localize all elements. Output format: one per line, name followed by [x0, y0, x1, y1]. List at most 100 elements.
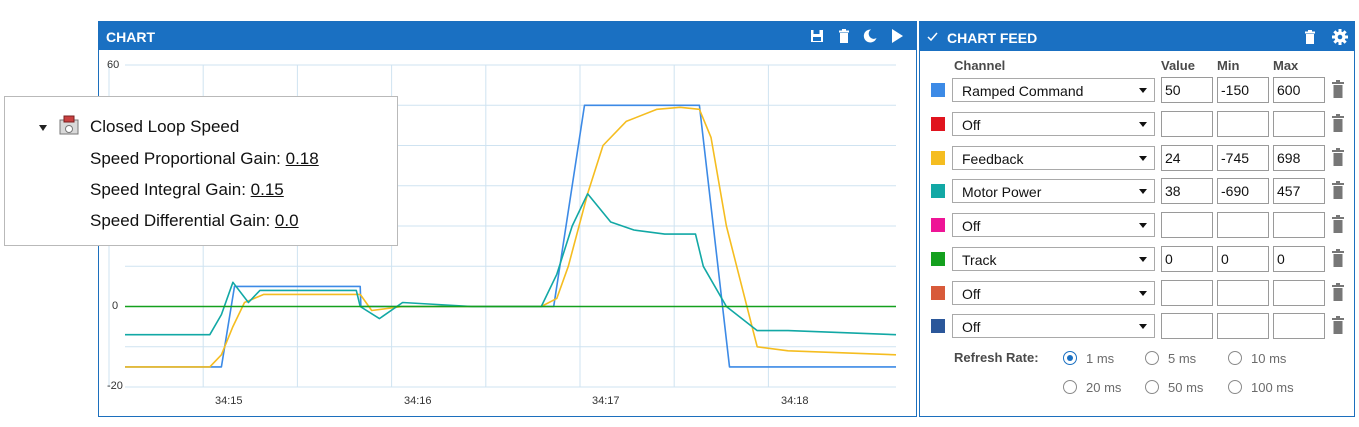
max-field[interactable] [1273, 313, 1325, 339]
channel-select[interactable]: Off [952, 314, 1155, 338]
max-field[interactable]: 457 [1273, 178, 1325, 204]
min-field[interactable]: 0 [1217, 246, 1269, 272]
gear-icon[interactable] [1332, 29, 1348, 45]
y-tick-label: -20 [107, 380, 123, 392]
channel-color-swatch[interactable] [931, 286, 945, 300]
min-field[interactable] [1217, 280, 1269, 306]
min-field[interactable] [1217, 313, 1269, 339]
max-field[interactable]: 600 [1273, 77, 1325, 103]
channel-select-value: Track [962, 252, 997, 268]
chevron-down-icon [1139, 324, 1147, 329]
param-label: Speed Proportional Gain: [90, 149, 286, 168]
param-label: Speed Differential Gain: [90, 211, 275, 230]
refresh-radio-5ms[interactable] [1145, 351, 1159, 365]
play-icon[interactable] [890, 29, 904, 43]
trash-icon[interactable] [837, 29, 851, 43]
refresh-option-label: 5 ms [1168, 351, 1197, 366]
min-field[interactable]: -690 [1217, 178, 1269, 204]
refresh-radio-20ms[interactable] [1063, 380, 1077, 394]
min-field[interactable] [1217, 111, 1269, 137]
chart-title: CHART [106, 29, 155, 45]
check-icon[interactable] [927, 32, 938, 42]
channel-color-swatch[interactable] [931, 319, 945, 333]
max-field[interactable] [1273, 212, 1325, 238]
channel-color-swatch[interactable] [931, 218, 945, 232]
channel-color-swatch[interactable] [931, 117, 945, 131]
min-field[interactable]: -150 [1217, 77, 1269, 103]
overlay-heading: Closed Loop Speed [90, 117, 240, 136]
channel-select[interactable]: Track [952, 247, 1155, 271]
channel-select-value: Off [962, 218, 981, 234]
chevron-down-icon [1139, 88, 1147, 93]
refresh-radio-50ms[interactable] [1145, 380, 1159, 394]
x-tick-label: 34:17 [592, 395, 620, 407]
delete-channel-icon[interactable] [1331, 316, 1345, 334]
refresh-option-label: 10 ms [1251, 351, 1287, 366]
channel-color-swatch[interactable] [931, 151, 945, 165]
max-field[interactable] [1273, 280, 1325, 306]
chart-series [125, 104, 897, 368]
chevron-down-icon [1139, 223, 1147, 228]
channel-select-value: Feedback [962, 151, 1024, 167]
value-field[interactable] [1161, 212, 1213, 238]
channel-select[interactable]: Off [952, 281, 1155, 305]
channel-color-swatch[interactable] [931, 252, 945, 266]
value-field[interactable]: 38 [1161, 178, 1213, 204]
channel-select[interactable]: Motor Power [952, 179, 1155, 203]
delete-channel-icon[interactable] [1331, 249, 1345, 267]
chevron-down-icon [1139, 156, 1147, 161]
refresh-rate-label: Refresh Rate: [954, 350, 1039, 365]
refresh-radio-10ms[interactable] [1228, 351, 1242, 365]
column-header-max: Max [1273, 58, 1299, 73]
chevron-down-icon [1139, 122, 1147, 127]
channel-select-value: Ramped Command [962, 83, 1084, 99]
channel-select[interactable]: Off [952, 213, 1155, 237]
max-field[interactable]: 0 [1273, 246, 1325, 272]
channel-color-swatch[interactable] [931, 184, 945, 198]
delete-channel-icon[interactable] [1331, 215, 1345, 233]
collapse-triangle-icon[interactable] [39, 125, 47, 131]
column-header-value: Value [1161, 58, 1195, 73]
value-field[interactable]: 0 [1161, 246, 1213, 272]
value-field[interactable] [1161, 313, 1213, 339]
moon-icon[interactable] [863, 29, 877, 43]
param-label: Speed Integral Gain: [90, 180, 251, 199]
refresh-radio-1ms[interactable] [1063, 351, 1077, 365]
channel-select[interactable]: Feedback [952, 146, 1155, 170]
channel-select-value: Off [962, 286, 981, 302]
column-header-min: Min [1217, 58, 1240, 73]
channel-select[interactable]: Ramped Command [952, 78, 1155, 102]
param-value-link[interactable]: 0.18 [285, 149, 319, 168]
chevron-down-icon [1139, 257, 1147, 262]
column-header-channel: Channel [954, 58, 1006, 73]
refresh-option-label: 50 ms [1168, 380, 1204, 395]
channel-select[interactable]: Off [952, 112, 1155, 136]
delete-channel-icon[interactable] [1331, 148, 1345, 166]
channel-color-swatch[interactable] [931, 83, 945, 97]
value-field[interactable] [1161, 111, 1213, 137]
param-value-link[interactable]: 0.0 [274, 211, 299, 230]
refresh-radio-100ms[interactable] [1228, 380, 1242, 394]
max-field[interactable]: 698 [1273, 145, 1325, 171]
overlay-row-proportional: Speed Proportional Gain: 0.18 [90, 149, 319, 169]
delete-channel-icon[interactable] [1331, 283, 1345, 301]
x-tick-label: 34:18 [781, 395, 809, 407]
speed-loop-icon [59, 115, 79, 135]
min-field[interactable] [1217, 212, 1269, 238]
value-field[interactable]: 24 [1161, 145, 1213, 171]
parameter-overlay: Closed Loop Speed Speed Proportional Gai… [4, 96, 398, 246]
trash-icon[interactable] [1303, 30, 1317, 44]
overlay-row-differential: Speed Differential Gain: 0.0 [90, 211, 299, 231]
delete-channel-icon[interactable] [1331, 114, 1345, 132]
min-field[interactable]: -745 [1217, 145, 1269, 171]
delete-channel-icon[interactable] [1331, 181, 1345, 199]
value-field[interactable] [1161, 280, 1213, 306]
max-field[interactable] [1273, 111, 1325, 137]
refresh-option-label: 20 ms [1086, 380, 1122, 395]
delete-channel-icon[interactable] [1331, 80, 1345, 98]
param-value-link[interactable]: 0.15 [250, 180, 284, 199]
value-field[interactable]: 50 [1161, 77, 1213, 103]
chart-header: CHART [99, 22, 916, 50]
save-icon[interactable] [810, 29, 824, 43]
x-tick-label: 34:15 [215, 395, 243, 407]
